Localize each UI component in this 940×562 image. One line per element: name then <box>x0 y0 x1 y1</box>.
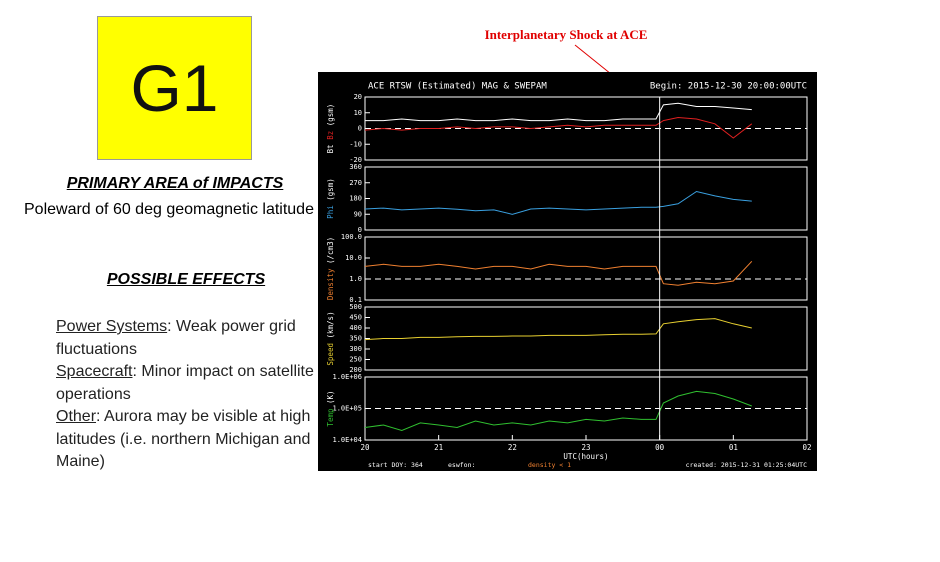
y-axis-label: Temp (K) <box>326 390 335 426</box>
y-label-part: (gsm) <box>326 104 335 127</box>
y-tick-label: 250 <box>349 356 362 364</box>
y-tick-label: 0.1 <box>349 296 362 304</box>
y-label-part: Temp <box>326 408 335 427</box>
x-tick-label: 01 <box>729 443 738 452</box>
y-tick-label: 1.0E+04 <box>332 436 362 444</box>
effect-label: Other <box>56 408 97 425</box>
series-line <box>365 102 752 122</box>
series-line <box>364 190 752 215</box>
y-tick-label: 270 <box>349 179 362 187</box>
plot-background <box>318 72 817 471</box>
y-tick-label: 200 <box>349 366 362 374</box>
x-tick-label: 02 <box>802 443 811 452</box>
y-label-part: (km/s) <box>326 311 335 338</box>
y-label-part: Bz <box>326 131 335 140</box>
y-tick-label: 400 <box>349 324 362 332</box>
y-tick-label: 300 <box>349 345 362 353</box>
y-tick-label: 20 <box>354 93 362 101</box>
effect-label: Spacecraft <box>56 363 133 380</box>
y-tick-label: 1.0 <box>349 275 362 283</box>
effect-item: Spacecraft: Minor impact on satellite op… <box>56 361 318 406</box>
y-tick-label: 180 <box>349 195 362 203</box>
y-tick-label: 360 <box>349 163 362 171</box>
y-axis-label: Bt Bz (gsm) <box>326 104 335 154</box>
series-line <box>364 260 753 286</box>
y-tick-label: 1.0E+06 <box>332 373 362 381</box>
ace-plot: ACE RTSW (Estimated) MAG & SWEPAM Begin: … <box>318 72 817 471</box>
y-tick-label: -10 <box>349 140 362 148</box>
y-label-part: (gsm) <box>326 178 335 201</box>
effect-item: Other: Aurora may be visible at high lat… <box>56 406 318 474</box>
y-tick-label: 0 <box>358 226 362 234</box>
effect-text: : Aurora may be visible at high latitude… <box>56 408 311 470</box>
series-line <box>364 390 752 432</box>
plot-title: ACE RTSW (Estimated) MAG & SWEPAM <box>368 82 547 92</box>
y-tick-label: -20 <box>349 156 362 164</box>
y-axis-label: Speed (km/s) <box>326 311 335 365</box>
x-tick-label: 21 <box>434 443 443 452</box>
y-tick-label: 350 <box>349 335 362 343</box>
y-axis-label: Phi (gsm) <box>326 178 335 219</box>
effect-text: : Minor impact on satellite operations <box>56 363 314 403</box>
annotation: Interplanetary Shock at ACE <box>484 27 648 42</box>
y-tick-label: 10 <box>354 109 362 117</box>
effects-heading: POSSIBLE EFFECTS <box>106 271 266 288</box>
footer-created: created: 2015-12-31 01:25:04UTC <box>686 461 807 469</box>
y-axis-label: Density (/cm3) <box>326 237 335 300</box>
series-line <box>364 116 753 139</box>
y-label-part: Phi <box>326 205 335 219</box>
x-tick-label: 20 <box>360 443 370 452</box>
effects-list: Power Systems: Weak power grid fluctuati… <box>56 316 318 474</box>
series-line <box>364 318 752 341</box>
x-tick-label: 22 <box>508 443 517 452</box>
y-tick-label: 10.0 <box>345 254 362 262</box>
y-tick-label: 500 <box>349 303 362 311</box>
x-axis-label: UTC(hours) <box>563 452 608 461</box>
effect-text: : Weak power grid fluctuations <box>56 318 296 358</box>
effect-item: Power Systems: Weak power grid fluctuati… <box>56 316 318 361</box>
impacts-text: Poleward of 60 deg geomagnetic latitude <box>24 201 314 218</box>
footer-note: density < 1 <box>528 461 571 469</box>
y-tick-label: 90 <box>354 210 362 218</box>
y-label-part: (/cm3) <box>326 237 335 264</box>
y-tick-label: 0 <box>358 125 362 133</box>
footer-start: start DOY: 364 <box>368 461 423 469</box>
y-label-part: Bt <box>326 144 335 153</box>
y-tick-label: 450 <box>349 314 362 322</box>
impacts-heading: PRIMARY AREA of IMPACTS <box>66 175 284 192</box>
y-label-part: Density <box>326 268 335 300</box>
footer-source: eswfon: <box>448 461 475 469</box>
x-tick-label: 00 <box>655 443 665 452</box>
y-tick-label: 100.0 <box>341 233 362 241</box>
panel-frame <box>364 236 808 301</box>
y-tick-label: 1.0E+05 <box>332 405 362 413</box>
y-label-part: (K) <box>326 390 335 404</box>
effect-label: Power Systems <box>56 318 168 335</box>
y-label-part: Speed <box>326 343 335 366</box>
severity-badge: G1 <box>97 16 252 160</box>
plot-begin: Begin: 2015-12-30 20:00:00UTC <box>650 82 807 92</box>
x-tick-label: 23 <box>581 443 590 452</box>
